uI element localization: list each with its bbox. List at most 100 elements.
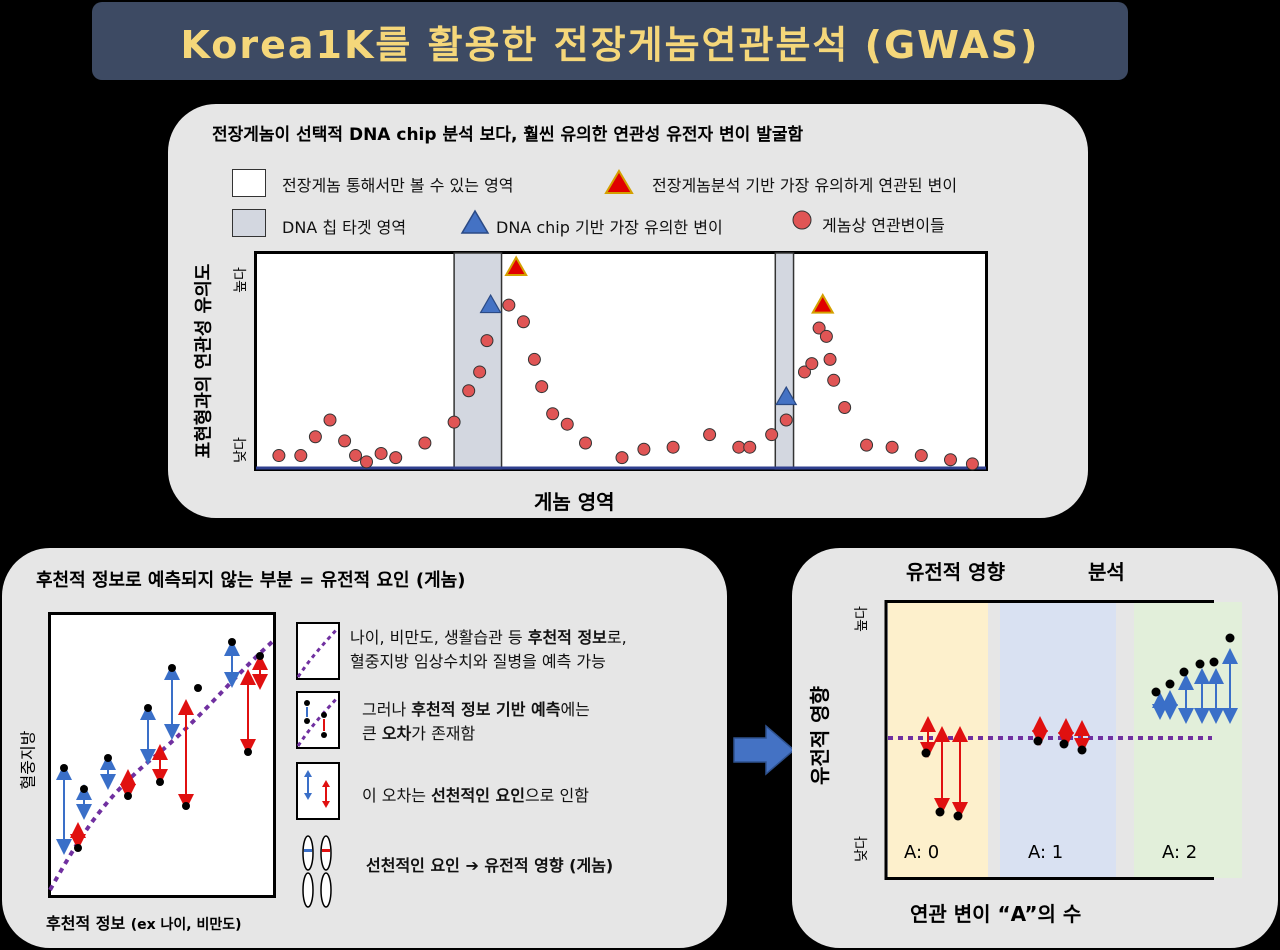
variant-point — [732, 440, 746, 454]
top-y-label: 표현형과의 연관성 유의도 — [193, 263, 215, 459]
br-title-a: 유전적 영향 — [906, 560, 1005, 584]
chip-top-triangle — [479, 293, 502, 314]
note1-b: 후천적 정보 — [527, 628, 607, 647]
legend-wgs-label: 전장게놈 통해서만 볼 수 있는 영역 — [282, 176, 514, 195]
variant-point — [516, 315, 530, 329]
bl-x-label: 후천적 정보 (ex 나이, 비만도) — [46, 910, 242, 934]
note2-f: 가 존재함 — [411, 724, 476, 743]
legend-variant-label: 게놈상 연관변이들 — [822, 216, 945, 235]
variant-point — [473, 365, 487, 379]
legend-chip-top-label: DNA chip 기반 가장 유의한 변이 — [496, 218, 723, 237]
legend-chip-triangle-icon — [460, 209, 490, 234]
variant-point — [838, 400, 852, 414]
variant-point — [666, 440, 680, 454]
chromosome-icon — [302, 835, 332, 908]
bl-y-label: 혈중지방 — [18, 730, 38, 790]
note2-a: 그러나 — [362, 700, 412, 719]
variant-point — [338, 434, 352, 448]
variant-point — [308, 430, 322, 444]
wgs-top-triangle — [504, 255, 528, 276]
variant-point — [462, 384, 476, 398]
legend-chip-swatch — [232, 209, 266, 237]
variant-point — [823, 352, 837, 366]
variant-point — [480, 334, 494, 348]
note2-c: 에는 — [560, 700, 590, 719]
note3-b: 선천적인 요인 — [431, 786, 525, 805]
top-y-high: 높다 — [232, 267, 249, 293]
variant-point — [560, 417, 574, 431]
variant-point — [360, 455, 373, 469]
chip-target-band — [774, 252, 795, 470]
title-banner: Korea1K를 활용한 전장게놈연관분석 (GWAS) — [92, 2, 1128, 80]
note2-error-icon — [296, 691, 340, 749]
note1-text: 나이, 비만도, 생활습관 등 후천적 정보로, 혈중지방 임상수치와 질병을 … — [350, 626, 627, 674]
variant-point — [798, 365, 811, 379]
right-arrow-icon — [733, 724, 796, 776]
page-title: Korea1K를 활용한 전장게놈연관분석 (GWAS) — [180, 22, 1040, 67]
br-y-high: 높다 — [853, 606, 870, 632]
variant-point — [579, 436, 592, 450]
note3-text: 이 오차는 선천적인 요인으로 인함 — [362, 782, 589, 806]
note2-b: 후천적 정보 기반 예측 — [411, 700, 561, 719]
variant-point — [812, 321, 826, 335]
variant-point — [885, 440, 899, 454]
br-y-label-wrap: 유전적 영향 — [796, 660, 840, 810]
chip-target-band — [453, 252, 503, 470]
variant-point — [827, 373, 841, 387]
note3-a: 이 오차는 — [362, 786, 432, 805]
br-genetic-effect-chart — [884, 600, 1242, 880]
variant-point — [389, 451, 403, 465]
bl-x-label-paren: (ex 나이, 비만도) — [130, 917, 242, 933]
top-x-label: 게놈 영역 — [534, 490, 615, 514]
note2-e: 오차 — [381, 724, 412, 743]
legend-variant-dot-icon — [792, 210, 812, 230]
variant-point — [779, 413, 793, 427]
note1-trend-icon — [296, 622, 340, 680]
variant-point — [323, 413, 337, 427]
variant-point — [535, 380, 549, 394]
br-y-low: 낮다 — [853, 836, 870, 862]
variant-point — [447, 415, 461, 429]
note4-text: 선천적인 요인 ➔ 유전적 영향 (게놈) — [366, 856, 614, 875]
variant-point — [294, 449, 308, 463]
variant-point — [743, 440, 757, 454]
variant-point — [418, 436, 432, 450]
note3-arrows-icon — [296, 762, 340, 820]
bl-x-label-main: 후천적 정보 — [46, 914, 131, 933]
br-y-low-wrap: 낮다 — [846, 834, 876, 864]
variant-point — [637, 442, 651, 456]
variant-point — [805, 357, 819, 371]
legend-wgs-triangle-icon — [604, 169, 634, 194]
variant-point — [703, 428, 717, 442]
group-label-a0: A: 0 — [904, 842, 940, 863]
top-scatter-chart — [254, 251, 988, 471]
top-y-low-wrap: 낮다 — [226, 436, 254, 464]
note2-text: 그러나 후천적 정보 기반 예측에는 큰 오차가 존재함 — [362, 698, 590, 746]
bl-header: 후천적 정보로 예측되지 않는 부분 = 유전적 요인 (게놈) — [36, 570, 466, 591]
note3-c: 으로 인함 — [524, 786, 589, 805]
top-y-high-wrap: 높다 — [226, 266, 254, 294]
variant-point — [349, 449, 363, 463]
variant-point — [527, 352, 541, 366]
top-y-low: 낮다 — [232, 437, 249, 463]
bl-regression-chart — [48, 612, 276, 898]
variant-point — [944, 453, 957, 467]
variant-point — [272, 449, 286, 463]
wgs-top-triangle — [811, 293, 835, 314]
note2-d: 큰 — [362, 724, 382, 743]
variant-point — [546, 407, 560, 421]
group-label-a1: A: 1 — [1028, 842, 1064, 863]
top-y-label-wrap: 표현형과의 연관성 유의도 — [178, 230, 226, 492]
variant-point — [374, 446, 388, 460]
variant-point — [819, 329, 833, 343]
br-title-b: 분석 — [1088, 560, 1125, 584]
legend-wgs-swatch — [232, 169, 266, 197]
variant-point — [502, 298, 516, 312]
chip-top-triangle — [775, 385, 798, 406]
variant-point — [615, 451, 629, 465]
group-label-a2: A: 2 — [1162, 842, 1198, 863]
variant-point — [914, 449, 928, 463]
legend-wgs-top-label: 전장게놈분석 기반 가장 유의하게 연관된 변이 — [652, 176, 958, 195]
note1-a: 나이, 비만도, 생활습관 등 — [350, 628, 528, 647]
variant-point — [965, 457, 979, 471]
